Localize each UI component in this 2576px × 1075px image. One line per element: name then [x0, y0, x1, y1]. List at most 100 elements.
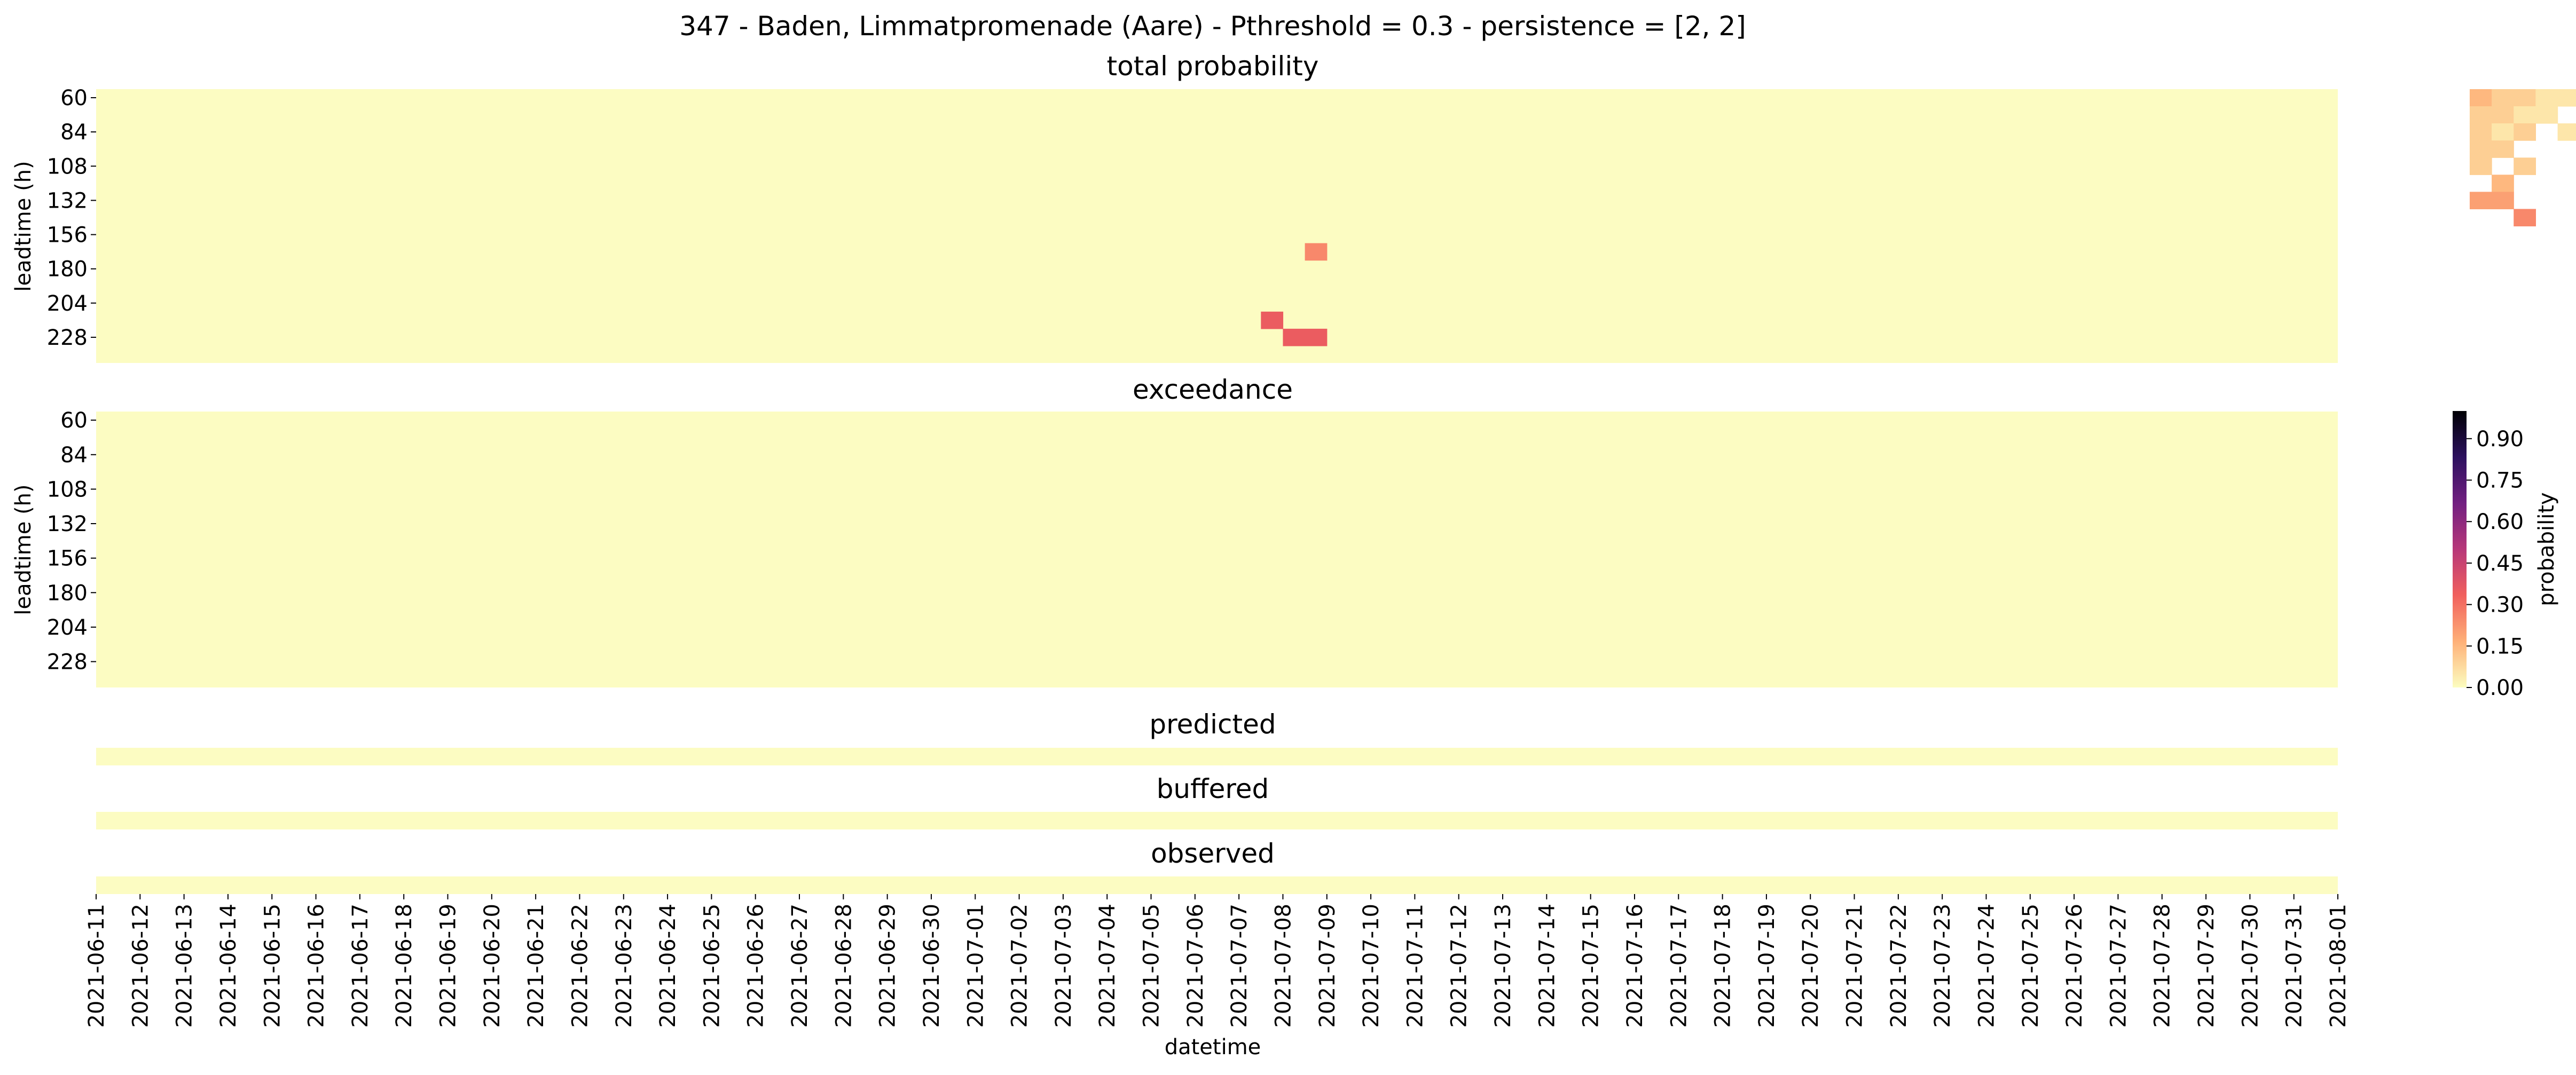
heatmap-cell — [2514, 89, 2536, 107]
panel-title-predicted: predicted — [1149, 709, 1276, 740]
x-tick-label: 2021-07-25 — [2019, 904, 2043, 1027]
heatmap-cell — [2557, 89, 2576, 107]
x-tick-label: 2021-07-02 — [1008, 904, 1032, 1027]
x-tick-label: 2021-06-23 — [612, 904, 637, 1027]
colorbar-label: probability — [2534, 492, 2559, 606]
y-tick-label: 180 — [47, 581, 88, 605]
x-tick-label: 2021-06-13 — [172, 904, 197, 1027]
y-axis-label-total-probability: leadtime (h) — [11, 161, 36, 291]
x-tick-label: 2021-07-16 — [1623, 904, 1647, 1027]
x-tick-label: 2021-07-21 — [1843, 904, 1867, 1027]
x-tick-label: 2021-07-29 — [2194, 904, 2219, 1027]
x-tick-label: 2021-07-09 — [1315, 904, 1340, 1027]
x-tick-label: 2021-06-30 — [920, 904, 944, 1027]
y-tick-label: 108 — [47, 154, 88, 179]
x-tick-label: 2021-07-11 — [1403, 904, 1427, 1027]
y-tick-label: 204 — [47, 615, 88, 640]
x-tick-label: 2021-06-27 — [788, 904, 812, 1027]
x-tick-label: 2021-06-11 — [84, 904, 109, 1027]
x-tick-label: 2021-06-28 — [831, 904, 856, 1027]
heatmap-buffered — [96, 812, 2338, 829]
heatmap-cell — [2492, 192, 2514, 210]
heatmap-background — [96, 748, 2338, 765]
heatmap-cell — [2492, 89, 2514, 107]
x-tick-label: 2021-06-14 — [216, 904, 241, 1027]
x-tick-label: 2021-06-12 — [128, 904, 153, 1027]
x-tick-label: 2021-07-07 — [1227, 904, 1252, 1027]
x-tick-label: 2021-07-20 — [1799, 904, 1823, 1027]
x-tick-label: 2021-06-26 — [744, 904, 768, 1027]
colorbar-tick-label: 0.45 — [2476, 551, 2524, 576]
x-tick-label: 2021-07-26 — [2062, 904, 2087, 1027]
colorbar-tick-label: 0.30 — [2476, 593, 2524, 618]
colorbar-ticks: 0.00 0.15 0.30 0.45 0.60 0.75 0.90 — [2467, 427, 2524, 700]
y-tick-label: 204 — [47, 291, 88, 316]
y-tick-label: 60 — [60, 408, 88, 433]
panel-title-total-probability: total probability — [1107, 51, 1319, 82]
heatmap-observed — [96, 876, 2338, 894]
heatmap-total-probability — [96, 89, 2576, 363]
x-tick-label: 2021-07-03 — [1051, 904, 1076, 1027]
heatmap-cell — [2492, 140, 2514, 158]
x-tick-label: 2021-07-31 — [2282, 904, 2307, 1027]
colorbar: 0.00 0.15 0.30 0.45 0.60 0.75 0.90 probability — [2453, 411, 2559, 700]
heatmap-cell — [2469, 140, 2492, 158]
x-tick-label: 2021-07-06 — [1183, 904, 1208, 1027]
x-tick-label: 2021-07-04 — [1095, 904, 1120, 1027]
x-tick-label: 2021-07-15 — [1579, 904, 1604, 1027]
heatmap-cell — [2492, 106, 2514, 124]
colorbar-tick-label: 0.75 — [2476, 469, 2524, 493]
panel-title-observed: observed — [1151, 838, 1275, 869]
y-tick-label: 156 — [47, 223, 88, 248]
heatmap-cell — [2469, 89, 2492, 107]
x-tick-label: 2021-06-29 — [876, 904, 900, 1027]
heatmap-cell — [2535, 106, 2558, 124]
colorbar-gradient — [2453, 411, 2467, 687]
x-tick-label: 2021-06-16 — [304, 904, 329, 1027]
heatmap-background — [96, 412, 2338, 687]
x-tick-label: 2021-07-10 — [1359, 904, 1384, 1027]
x-tick-label: 2021-07-24 — [1975, 904, 1999, 1027]
x-tick-label: 2021-07-13 — [1491, 904, 1515, 1027]
panel-title-buffered: buffered — [1157, 773, 1269, 804]
panel-exceedance: exceedance leadtime (h) 60 84 108 132 156 180… — [11, 374, 2338, 687]
heatmap-cell — [2492, 175, 2514, 192]
colorbar-tick-label: 0.15 — [2476, 634, 2524, 659]
y-tick-label: 84 — [60, 120, 88, 145]
y-ticks-total-probability: 60 84 108 132 156 180 204 228 — [47, 86, 96, 350]
heatmap-cell — [2535, 89, 2558, 107]
y-tick-label: 84 — [60, 443, 88, 468]
x-axis-label: datetime — [1165, 1035, 1261, 1060]
heatmap-predicted — [96, 748, 2338, 765]
x-tick-label: 2021-07-17 — [1667, 904, 1691, 1027]
y-tick-label: 132 — [47, 188, 88, 213]
y-ticks-exceedance: 60 84 108 132 156 180 204 228 — [47, 408, 96, 675]
x-tick-label: 2021-06-24 — [656, 904, 680, 1027]
heatmap-cell — [2514, 106, 2536, 124]
y-tick-label: 156 — [47, 547, 88, 571]
heatmap-cell — [1305, 328, 1328, 346]
heatmap-cell — [1283, 328, 1306, 346]
x-tick-label: 2021-07-14 — [1535, 904, 1559, 1027]
heatmap-cell — [2557, 123, 2576, 141]
heatmap-background — [96, 812, 2338, 829]
x-tick-label: 2021-08-01 — [2326, 904, 2351, 1027]
x-tick-label: 2021-06-17 — [348, 904, 373, 1027]
x-tick-label: 2021-06-20 — [480, 904, 505, 1027]
panel-predicted: predicted — [96, 709, 2338, 765]
heatmap-cell — [2514, 157, 2536, 175]
colorbar-tick-label: 0.00 — [2476, 676, 2524, 700]
y-tick-label: 228 — [47, 326, 88, 350]
y-tick-label: 60 — [60, 86, 88, 110]
heatmap-cell — [1261, 311, 1284, 329]
x-tick-label: 2021-07-05 — [1140, 904, 1164, 1027]
panel-total-probability: total probability leadtime (h) 60 84 108 13… — [11, 51, 2576, 363]
y-axis-label-exceedance: leadtime (h) — [11, 484, 36, 615]
x-tick-label: 2021-07-23 — [1930, 904, 1955, 1027]
panel-observed: observed — [96, 838, 2338, 894]
y-tick-label: 108 — [47, 477, 88, 502]
x-tick-label: 2021-07-12 — [1447, 904, 1472, 1027]
y-tick-label: 228 — [47, 650, 88, 675]
y-tick-label: 132 — [47, 512, 88, 536]
